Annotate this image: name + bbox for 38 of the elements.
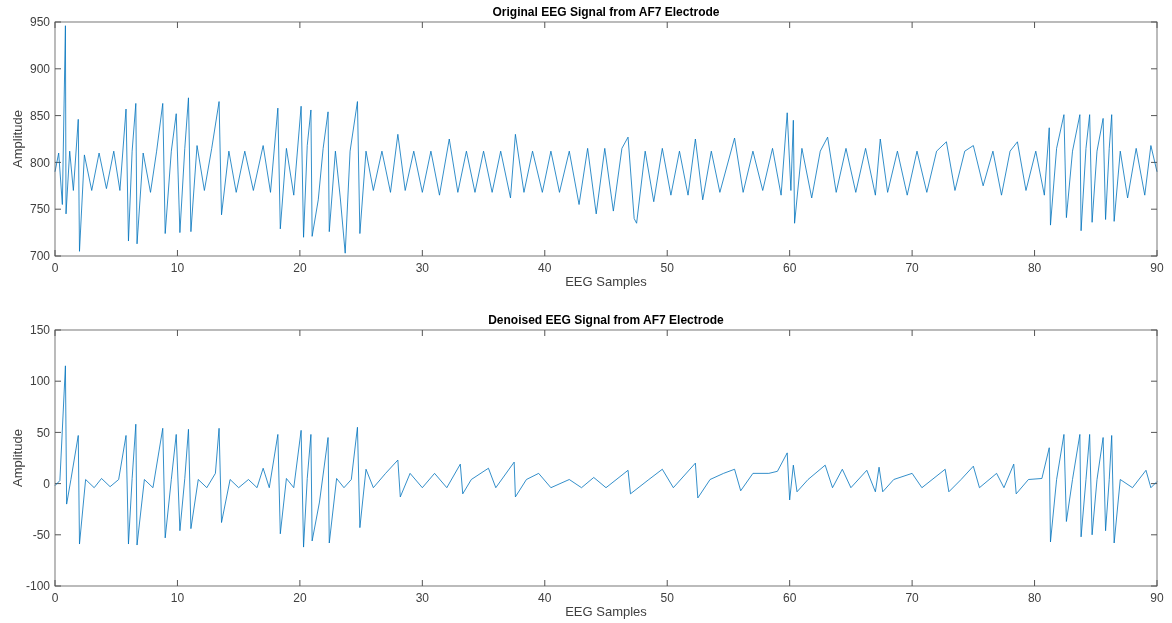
y-tick-label: 0 [43,476,51,491]
y-tick-label: 50 [36,425,51,440]
x-tick-label: 50 [660,591,675,605]
y-tick-label: 800 [29,155,51,170]
y-tick-label: -100 [25,579,51,594]
y-tick-label: -50 [32,528,51,542]
chart-title: Denoised EEG Signal from AF7 Electrode [488,313,725,327]
y-tick-label: 150 [29,323,51,338]
x-tick-label: 80 [1027,591,1042,605]
x-tick-label: 40 [538,261,552,275]
x-tick-label: 90 [1150,591,1164,605]
x-tick-label: 60 [782,261,797,275]
x-tick-label: 30 [415,591,430,605]
y-tick-label: 850 [29,108,51,123]
x-tick-label: 30 [415,261,430,275]
x-axis-title: EEG Samples [565,604,648,619]
y-tick-label: 700 [29,249,51,264]
x-tick-label: 50 [660,261,675,275]
x-tick-label: 70 [905,261,920,275]
x-tick-label: 70 [905,591,920,605]
x-tick-label: 10 [170,591,185,605]
y-axis-title: Amplitude [10,429,25,487]
y-axis-title: Amplitude [10,110,25,168]
x-tick-label: 20 [293,591,307,605]
y-tick-label: 900 [29,62,51,76]
y-tick-label: 950 [29,15,51,30]
x-tick-label: 40 [538,591,552,605]
x-tick-label: 20 [293,261,307,275]
x-axis-title: EEG Samples [565,274,648,289]
x-tick-label: 90 [1150,261,1164,275]
x-tick-label: 80 [1027,261,1042,275]
y-tick-label: 750 [29,202,51,217]
line-series [54,365,1158,548]
y-tick-label: 100 [29,374,51,389]
x-tick-label: 10 [170,261,185,275]
line-series [54,25,1158,254]
chart-title: Original EEG Signal from AF7 Electrode [492,5,720,19]
x-tick-label: 60 [782,591,797,605]
